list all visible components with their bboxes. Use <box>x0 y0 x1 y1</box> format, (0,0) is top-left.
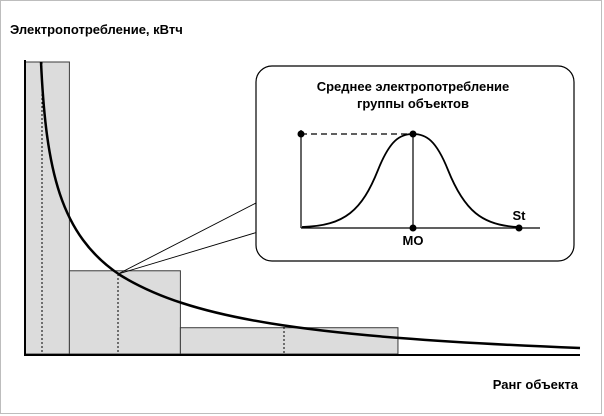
inset-panel <box>255 65 575 262</box>
bars-layer <box>24 61 399 355</box>
histogram-bar-3 <box>179 327 399 355</box>
callout-line-lower <box>117 231 259 275</box>
inset-st-label: St <box>513 208 527 223</box>
x-axis-title: Ранг объекта <box>492 377 578 392</box>
rank-distribution-curve <box>39 61 581 350</box>
inset-peak-value-marker <box>297 130 305 138</box>
inset-st-marker <box>515 224 523 232</box>
callout-line-upper <box>117 201 259 275</box>
inset-title-line1: Среднее электропотребление <box>317 79 510 94</box>
inset-mo-label: МО <box>403 233 424 248</box>
inset-peak-marker <box>409 130 417 138</box>
inset-mode-marker <box>409 224 417 232</box>
inset-title-line2: группы объектов <box>357 96 469 111</box>
histogram-bar-2 <box>68 270 181 355</box>
histogram-bar-1 <box>24 61 70 355</box>
y-axis-title: Электропотребление, кВтч <box>10 22 183 37</box>
